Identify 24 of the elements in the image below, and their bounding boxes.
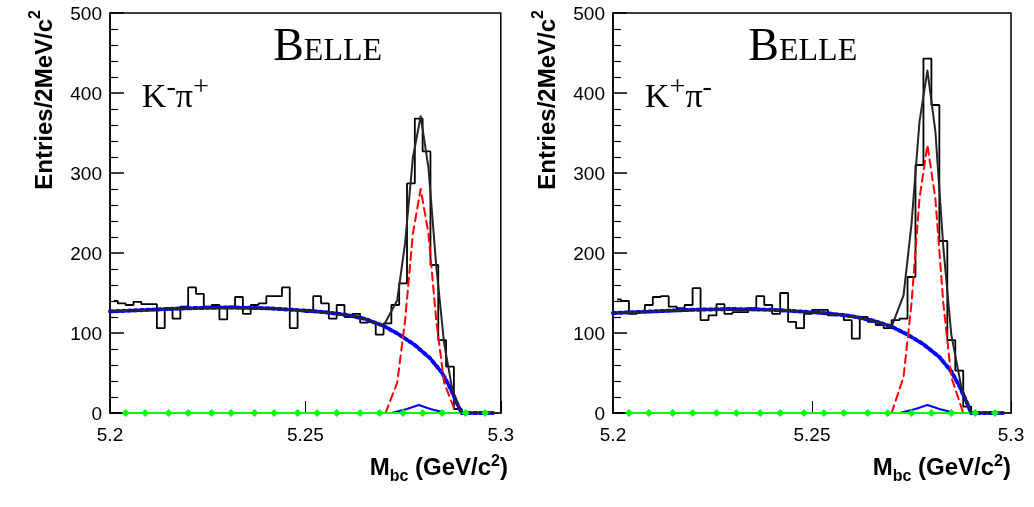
y-tick-label: 300 (573, 162, 605, 184)
y-tick-label: 100 (573, 322, 605, 344)
y-tick-label: 0 (91, 402, 102, 424)
y-tick-label: 500 (70, 2, 102, 24)
y-tick-label: 100 (70, 322, 102, 344)
annotation: Belle (748, 19, 858, 70)
y-tick-label: 400 (70, 82, 102, 104)
y-tick-label: 500 (573, 2, 605, 24)
x-tick-label: 5.3 (997, 424, 1025, 445)
x-tick-label: 5.25 (793, 424, 831, 445)
annotation: K$^{+}$π$^{-}$ (644, 70, 712, 115)
y-tick-label: 200 (573, 242, 605, 264)
y-tick-label: 400 (573, 82, 605, 104)
x-axis-title: M$_{bc}$ (GeV/c$^{2}$) (369, 452, 508, 485)
x-tick-label: 5.2 (96, 424, 124, 445)
x-tick-label: 5.2 (599, 424, 627, 445)
x-axis-title: M$_{bc}$ (GeV/c$^{2}$) (872, 452, 1011, 485)
y-tick-label: 200 (70, 242, 102, 264)
y-tick-label: 300 (70, 162, 102, 184)
y-tick-label: 0 (594, 402, 605, 424)
annotation: Belle (273, 19, 383, 70)
x-tick-label: 5.3 (487, 424, 514, 445)
annotation: K$^{-}$π$^{+}$ (141, 70, 209, 115)
x-tick-label: 5.25 (286, 424, 324, 445)
